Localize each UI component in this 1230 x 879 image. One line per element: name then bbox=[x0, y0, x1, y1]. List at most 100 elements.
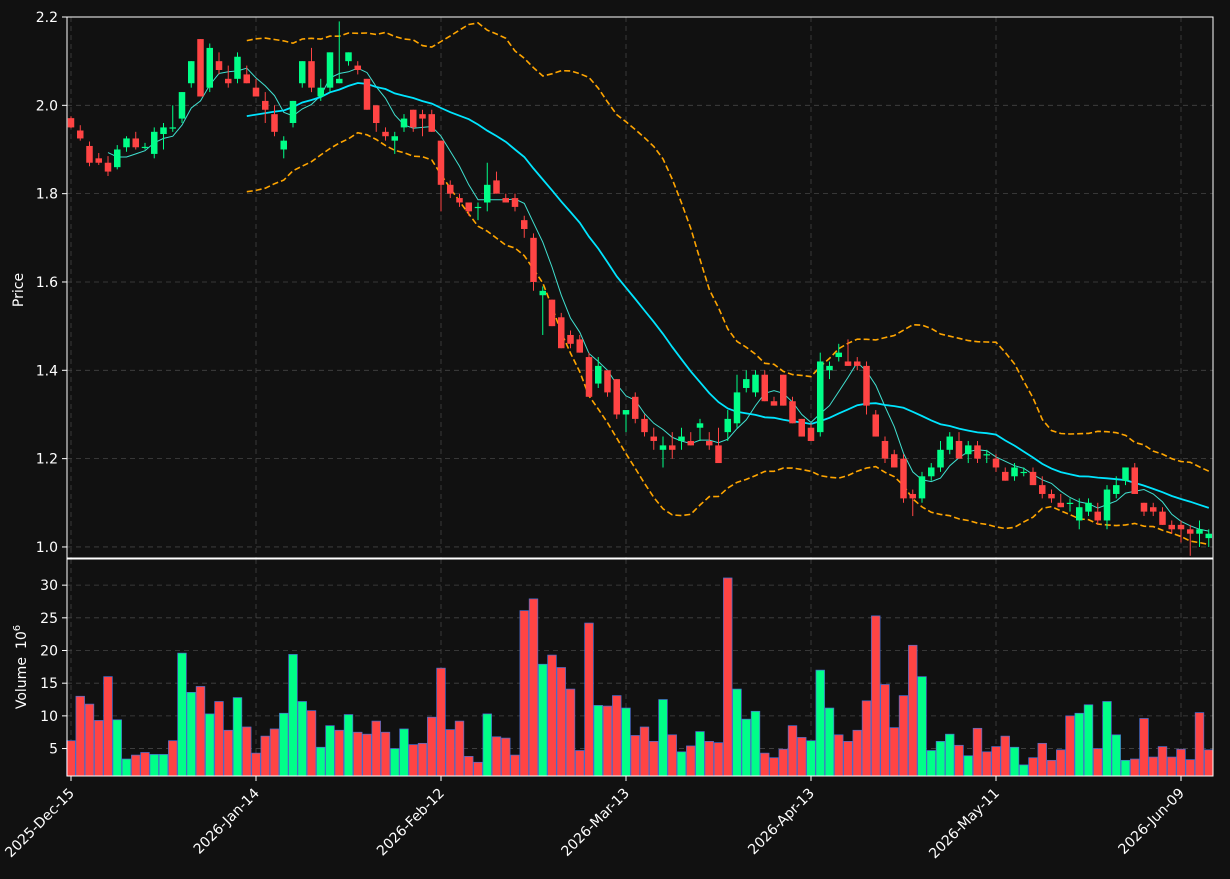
volume-bar bbox=[1028, 757, 1038, 777]
price-axis-label: Price bbox=[11, 273, 27, 307]
volume-bar bbox=[436, 667, 446, 777]
candle-body bbox=[863, 365, 870, 406]
candle-body bbox=[1131, 467, 1138, 494]
candle-body bbox=[1020, 471, 1027, 474]
volume-bar bbox=[168, 740, 178, 777]
volume-bars bbox=[66, 577, 1214, 777]
volume-bar bbox=[242, 726, 252, 777]
volume-bar bbox=[251, 752, 261, 777]
price-panel-frame bbox=[66, 16, 1214, 559]
volume-bar bbox=[797, 737, 807, 777]
candle-body bbox=[1076, 507, 1083, 521]
candle-body bbox=[1011, 467, 1018, 477]
candle-body bbox=[271, 114, 278, 132]
volume-bar bbox=[1046, 759, 1057, 777]
volume-bar bbox=[269, 728, 280, 777]
candle-body bbox=[123, 138, 130, 148]
candle-body bbox=[826, 365, 833, 371]
volume-bar bbox=[205, 713, 215, 777]
candle-body bbox=[669, 445, 676, 450]
candle-body bbox=[992, 458, 1000, 468]
candle-body bbox=[1085, 502, 1092, 512]
volume-bar bbox=[861, 700, 872, 777]
candle-body bbox=[252, 87, 260, 97]
volume-bar bbox=[713, 742, 724, 777]
volume-bar bbox=[408, 744, 418, 777]
volume-bar bbox=[686, 745, 696, 777]
volume-bar bbox=[778, 748, 788, 777]
candle-body bbox=[114, 149, 121, 168]
candle-body bbox=[595, 365, 602, 384]
candle-body bbox=[613, 379, 620, 415]
volume-bar bbox=[880, 684, 890, 777]
volume-bar bbox=[824, 707, 835, 777]
candle-body bbox=[215, 61, 223, 70]
candle-body bbox=[169, 127, 176, 129]
volume-bar bbox=[1148, 756, 1158, 777]
volume-bar bbox=[972, 727, 983, 777]
volume-tick-label: 5 bbox=[49, 742, 58, 758]
candle-body bbox=[243, 74, 250, 84]
volume-bar bbox=[131, 754, 141, 777]
sma-slow-line bbox=[246, 82, 1210, 509]
volume-bar bbox=[223, 729, 233, 777]
candle-body bbox=[1159, 511, 1166, 525]
candle-body bbox=[909, 493, 916, 499]
volume-bar bbox=[380, 731, 391, 777]
volume-bar bbox=[556, 667, 566, 777]
volume-bar bbox=[667, 734, 677, 777]
volume-bar bbox=[1000, 735, 1010, 777]
candle-body bbox=[206, 47, 213, 88]
volume-bar bbox=[140, 752, 150, 777]
volume-bar bbox=[121, 758, 132, 777]
candle-body bbox=[1187, 529, 1194, 534]
volume-axis-label-text: Volume bbox=[14, 657, 30, 709]
candle-body bbox=[511, 198, 519, 207]
volume-bar bbox=[491, 736, 502, 777]
candle-body bbox=[928, 467, 935, 477]
candle-body bbox=[1048, 493, 1055, 499]
volume-axis-exponent-base: 10 bbox=[14, 631, 30, 649]
volume-tick-label: 20 bbox=[40, 644, 58, 660]
volume-bar bbox=[741, 718, 751, 777]
volume-bar bbox=[584, 622, 594, 777]
candle-body bbox=[1122, 467, 1129, 481]
volume-bar bbox=[195, 686, 206, 777]
candle-body bbox=[918, 476, 926, 499]
candle-body bbox=[345, 52, 352, 62]
volume-bar bbox=[260, 735, 270, 777]
candle-body bbox=[289, 100, 297, 123]
lower-band-line bbox=[246, 131, 1209, 546]
candle-body bbox=[410, 109, 417, 128]
volume-bar bbox=[963, 755, 973, 777]
price-tick-label: 1.4 bbox=[36, 363, 58, 379]
candle-body bbox=[1205, 533, 1212, 539]
candle-body bbox=[585, 357, 593, 397]
candle-body bbox=[484, 184, 491, 203]
candle-body bbox=[336, 78, 343, 84]
volume-bar bbox=[94, 720, 104, 777]
candle-body bbox=[780, 374, 787, 406]
candle-body bbox=[280, 140, 287, 150]
candle-body bbox=[1039, 485, 1046, 494]
volume-bar bbox=[649, 741, 659, 777]
candle-body bbox=[1029, 471, 1037, 486]
volume-bar bbox=[214, 701, 224, 777]
volume-bar bbox=[1194, 712, 1205, 777]
volume-bar bbox=[1139, 718, 1149, 777]
volume-bar bbox=[982, 751, 992, 777]
volume-bar bbox=[612, 695, 622, 777]
volume-tick-label: 10 bbox=[40, 709, 58, 725]
candle-body bbox=[733, 392, 741, 424]
volume-tick-label: 25 bbox=[40, 611, 58, 627]
volume-bar bbox=[112, 719, 122, 777]
volume-bar bbox=[991, 746, 1001, 777]
panel-frames bbox=[66, 16, 1214, 777]
candle-body bbox=[1094, 511, 1101, 521]
candle-body bbox=[299, 61, 306, 84]
price-tick-label: 2.0 bbox=[36, 98, 58, 114]
candles bbox=[67, 21, 1212, 556]
candle-body bbox=[983, 454, 990, 456]
volume-bar bbox=[1167, 756, 1177, 777]
volume-bar bbox=[547, 654, 557, 777]
